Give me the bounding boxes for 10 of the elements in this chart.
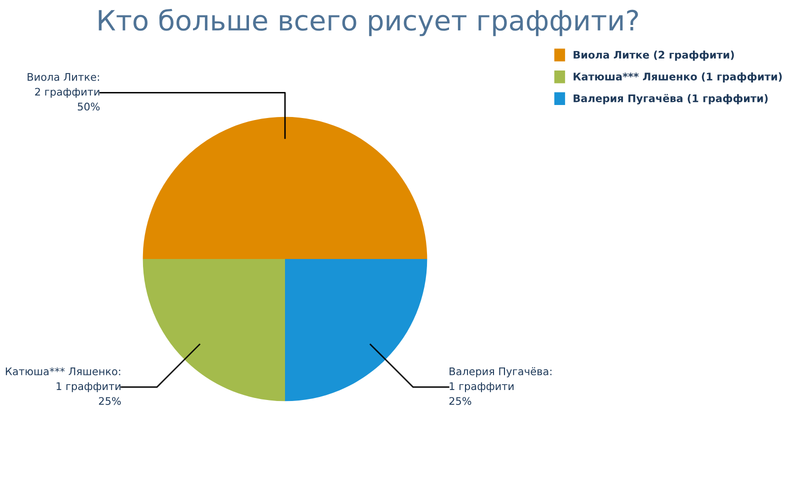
chart-title: Кто больше всего рисует граффити?: [98, 8, 638, 36]
pie-slice: [142, 116, 428, 259]
pie-slice: [285, 259, 428, 402]
data-label: Валерия Пугачёва: 1 граффити 25%: [449, 367, 552, 405]
pie-slice: [142, 259, 285, 402]
data-label: Виола Литке: 2 граффити 50%: [28, 73, 100, 111]
legend-label: Катюша*** Ляшенко (1 граффити): [574, 72, 782, 82]
legend-label: Виола Литке (2 граффити): [574, 50, 734, 61]
legend-label: Валерия Пугачёва (1 граффити): [574, 94, 768, 104]
data-label: Катюша*** Ляшенко: 1 граффити 25%: [6, 367, 121, 405]
